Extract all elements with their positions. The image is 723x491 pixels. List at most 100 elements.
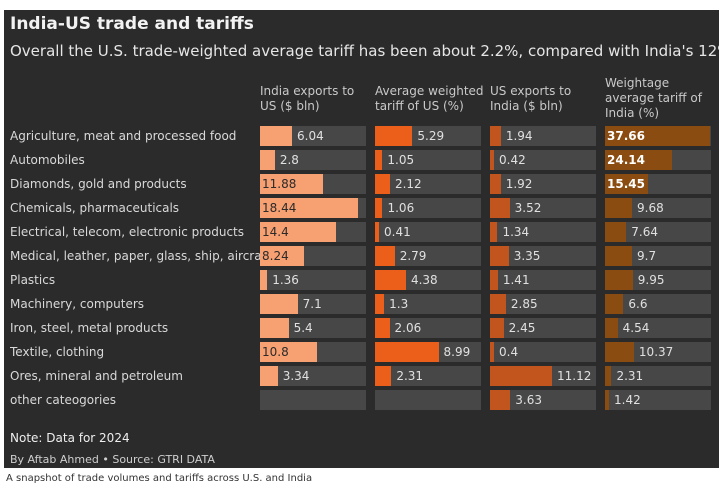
chart-subtitle: Overall the U.S. trade-weighted average … xyxy=(10,42,719,60)
bar-track: 11.12 xyxy=(490,366,596,386)
data-label: 7.64 xyxy=(631,225,659,239)
category-label: Machinery, computers xyxy=(10,297,145,311)
column-header-1: India exports to US ($ bln) xyxy=(260,84,355,113)
data-label: 1.36 xyxy=(272,273,299,287)
category-label: Plastics xyxy=(10,273,56,287)
data-label: 1.3 xyxy=(389,297,409,311)
data-label: 10.37 xyxy=(638,345,674,359)
category-label: Chemicals, pharmaceuticals xyxy=(10,201,180,215)
bar-track: 1.36 xyxy=(260,270,366,290)
bar-track: 5.29 xyxy=(375,126,481,146)
bar xyxy=(490,342,494,362)
bar-track: 3.35 xyxy=(490,246,596,266)
bar-track: 0.42 xyxy=(490,150,596,170)
data-label: 2.45 xyxy=(508,321,536,335)
data-label: 18.44 xyxy=(262,201,297,215)
data-label: 1.06 xyxy=(387,201,415,215)
bar-track: 1.42 xyxy=(605,390,711,410)
bar xyxy=(375,342,439,362)
data-label: 4.54 xyxy=(622,321,650,335)
bar-track: 2.31 xyxy=(605,366,711,386)
bar-track: 2.06 xyxy=(375,318,481,338)
data-label: 9.95 xyxy=(637,273,665,287)
bar-track: 7.1 xyxy=(260,294,366,314)
data-label: 2.12 xyxy=(394,177,422,191)
bar-track: 10.8 xyxy=(260,342,366,362)
bar xyxy=(490,246,509,266)
image-caption: A snapshot of trade volumes and tariffs … xyxy=(6,473,313,484)
bar-track: 1.94 xyxy=(490,126,596,146)
bar-track: 2.8 xyxy=(260,150,366,170)
bar-track: 3.52 xyxy=(490,198,596,218)
bar xyxy=(490,318,504,338)
bar-track: 2.45 xyxy=(490,318,596,338)
bar-track: 1.92 xyxy=(490,174,596,194)
bar xyxy=(605,222,627,242)
bar-track: 9.95 xyxy=(605,270,711,290)
bar-track: 6.04 xyxy=(260,126,366,146)
data-label: 6.04 xyxy=(297,129,324,143)
bar xyxy=(375,366,392,386)
bar xyxy=(605,294,624,314)
data-label: 7.1 xyxy=(302,297,322,311)
bar-track: 3.63 xyxy=(490,390,596,410)
bar-track xyxy=(260,390,366,410)
bar-track: 5.4 xyxy=(260,318,366,338)
bar xyxy=(375,246,395,266)
data-label: 0.42 xyxy=(499,153,526,167)
category-label: Textile, clothing xyxy=(10,345,105,359)
data-label: 2.85 xyxy=(510,297,538,311)
bar-track: 8.24 xyxy=(260,246,366,266)
category-label: Electrical, telecom, electronic products xyxy=(10,225,245,239)
bar xyxy=(490,366,553,386)
bar xyxy=(605,342,634,362)
bar-track: 7.64 xyxy=(605,222,711,242)
bar-track: 2.31 xyxy=(375,366,481,386)
data-label: 1.94 xyxy=(505,129,533,143)
bar-track: 1.41 xyxy=(490,270,596,290)
bar xyxy=(490,126,501,146)
bar xyxy=(490,390,511,410)
data-label: 1.41 xyxy=(502,273,530,287)
data-label: 2.8 xyxy=(279,153,299,167)
category-label: other cateogories xyxy=(10,393,117,407)
data-label: 3.35 xyxy=(513,249,541,263)
data-label: 8.24 xyxy=(262,249,289,263)
bar xyxy=(260,246,304,266)
category-label: Iron, steel, metal products xyxy=(10,321,169,335)
chart-panel: India-US trade and tariffs Overall the U… xyxy=(4,10,719,468)
data-label: 2.31 xyxy=(616,369,644,383)
bar-track: 4.54 xyxy=(605,318,711,338)
data-label: 9.7 xyxy=(637,249,657,263)
data-label: 4.38 xyxy=(410,273,438,287)
bar xyxy=(605,366,612,386)
bar-track: 8.99 xyxy=(375,342,481,362)
data-label: 0.4 xyxy=(499,345,519,359)
bar xyxy=(375,294,385,314)
bar xyxy=(375,198,383,218)
data-label: 3.63 xyxy=(515,393,542,407)
bar-track: 0.41 xyxy=(375,222,481,242)
category-label: Agriculture, meat and processed food xyxy=(10,129,237,143)
bar xyxy=(260,342,318,362)
column-header-2: Average weighted tariff of US (%) xyxy=(375,84,484,113)
bar xyxy=(490,294,506,314)
data-label: 2.06 xyxy=(394,321,422,335)
data-label: 0.41 xyxy=(384,225,411,239)
data-label: 9.68 xyxy=(637,201,664,215)
category-label: Medical, leather, paper, glass, ship, ai… xyxy=(10,249,260,263)
bar-track: 10.37 xyxy=(605,342,711,362)
bar-track: 37.66 xyxy=(605,126,711,146)
bar-track: 4.38 xyxy=(375,270,481,290)
data-label: 1.42 xyxy=(614,393,641,407)
bar xyxy=(260,366,278,386)
bar xyxy=(605,150,673,170)
column-header-4: Weightage average tariff of India (%) xyxy=(605,76,702,120)
bar-track: 9.68 xyxy=(605,198,711,218)
bar xyxy=(260,318,289,338)
data-label: 10.8 xyxy=(262,345,289,359)
data-label: 3.52 xyxy=(514,201,542,215)
bar xyxy=(260,174,323,194)
bar xyxy=(375,150,383,170)
category-label: Automobiles xyxy=(10,153,85,167)
